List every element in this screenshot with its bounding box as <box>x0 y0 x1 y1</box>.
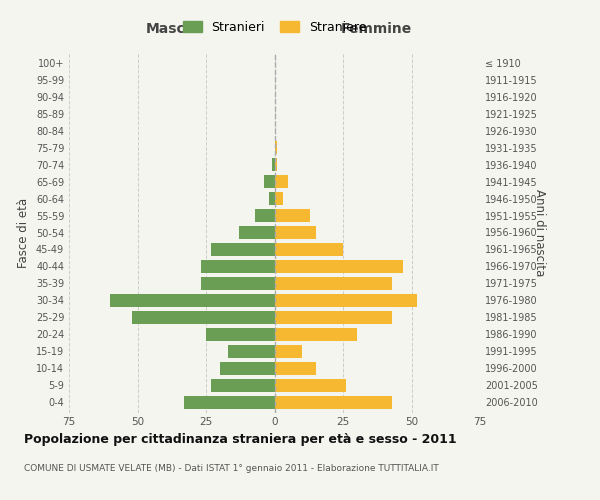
Bar <box>275 175 288 188</box>
Text: Popolazione per cittadinanza straniera per età e sesso - 2011: Popolazione per cittadinanza straniera p… <box>24 432 457 446</box>
Y-axis label: Anni di nascita: Anni di nascita <box>533 189 546 276</box>
Bar <box>200 260 275 273</box>
Bar <box>220 362 275 375</box>
Bar <box>275 226 316 239</box>
Legend: Stranieri, Straniere: Stranieri, Straniere <box>179 18 370 38</box>
Bar <box>272 158 275 171</box>
Bar <box>275 311 392 324</box>
Text: COMUNE DI USMATE VELATE (MB) - Dati ISTAT 1° gennaio 2011 - Elaborazione TUTTITA: COMUNE DI USMATE VELATE (MB) - Dati ISTA… <box>24 464 439 473</box>
Bar <box>275 294 417 307</box>
Bar <box>228 344 275 358</box>
Bar <box>211 243 275 256</box>
Bar <box>275 328 356 341</box>
Bar <box>275 362 316 375</box>
Bar <box>275 209 310 222</box>
Bar <box>275 260 403 273</box>
Bar <box>275 243 343 256</box>
Bar <box>275 158 277 171</box>
Text: Maschi: Maschi <box>146 22 200 36</box>
Bar <box>132 311 275 324</box>
Bar <box>275 277 392 290</box>
Bar <box>275 378 346 392</box>
Bar <box>275 396 392 409</box>
Bar <box>275 192 283 205</box>
Bar <box>206 328 275 341</box>
Bar <box>256 209 275 222</box>
Bar <box>211 378 275 392</box>
Bar <box>275 344 302 358</box>
Y-axis label: Fasce di età: Fasce di età <box>17 198 30 268</box>
Bar <box>184 396 275 409</box>
Bar <box>239 226 275 239</box>
Bar <box>275 141 277 154</box>
Text: Femmine: Femmine <box>340 22 412 36</box>
Bar <box>110 294 275 307</box>
Bar <box>200 277 275 290</box>
Bar <box>269 192 275 205</box>
Bar <box>263 175 275 188</box>
